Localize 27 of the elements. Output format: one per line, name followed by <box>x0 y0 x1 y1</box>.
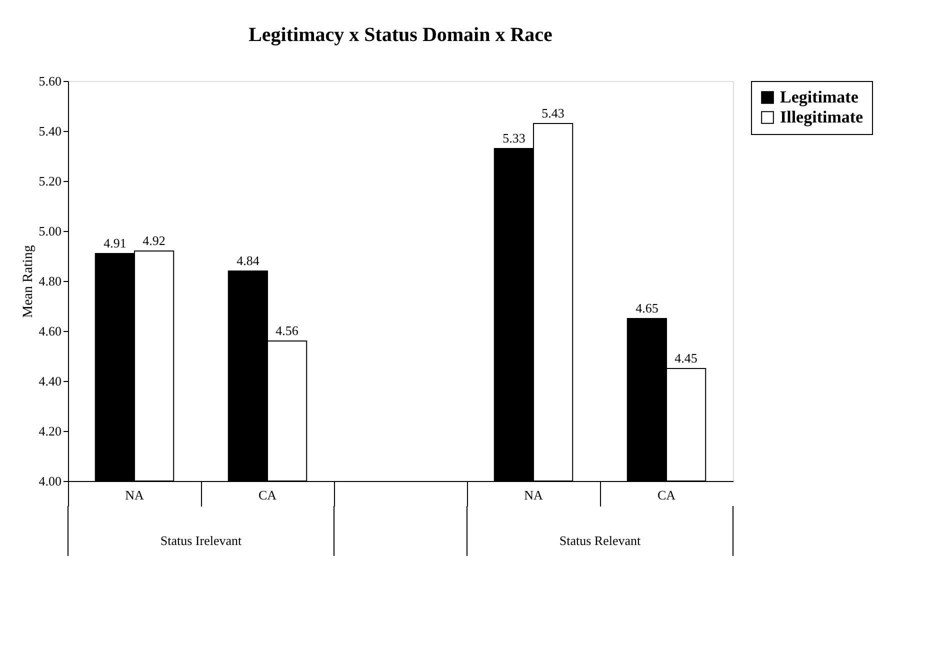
x-tick-label: NA <box>524 488 544 502</box>
text: Status Irelevant <box>160 533 242 548</box>
legend-label: Illegitimate <box>780 108 864 126</box>
data-label: 4.84 <box>236 253 260 268</box>
x-tick-label: NA <box>125 488 144 502</box>
y-tick-label: 5.00 <box>38 224 62 238</box>
data-label: 5.43 <box>542 106 564 120</box>
y-tick-label: 4.00 <box>38 474 62 488</box>
data-label: 4.92 <box>142 233 166 248</box>
data-label: 4.65 <box>636 300 658 316</box>
data-label: 4.45 <box>674 350 698 366</box>
y-tick-label: 5.40 <box>38 124 62 138</box>
y-tick-label: 4.80 <box>38 274 62 288</box>
x-tick-label: CA <box>657 488 676 502</box>
chart-title: Legitimacy x Status Domain x Race <box>248 24 553 46</box>
x-tick-label: CA <box>258 488 278 502</box>
y-tick-label: 4.20 <box>38 424 62 438</box>
text: Status Relevant <box>559 533 641 548</box>
data-label: 5.33 <box>502 130 526 146</box>
y-axis-title: Mean Rating <box>20 245 36 318</box>
y-tick-label: 5.60 <box>38 74 62 88</box>
y-tick-label: 4.60 <box>38 324 62 338</box>
y-tick-label: 4.40 <box>38 374 62 388</box>
legend-label: Legitimate <box>780 88 859 106</box>
y-tick-label: 5.20 <box>38 174 62 188</box>
data-label: 4.91 <box>104 236 126 250</box>
data-label: 4.56 <box>276 323 299 338</box>
